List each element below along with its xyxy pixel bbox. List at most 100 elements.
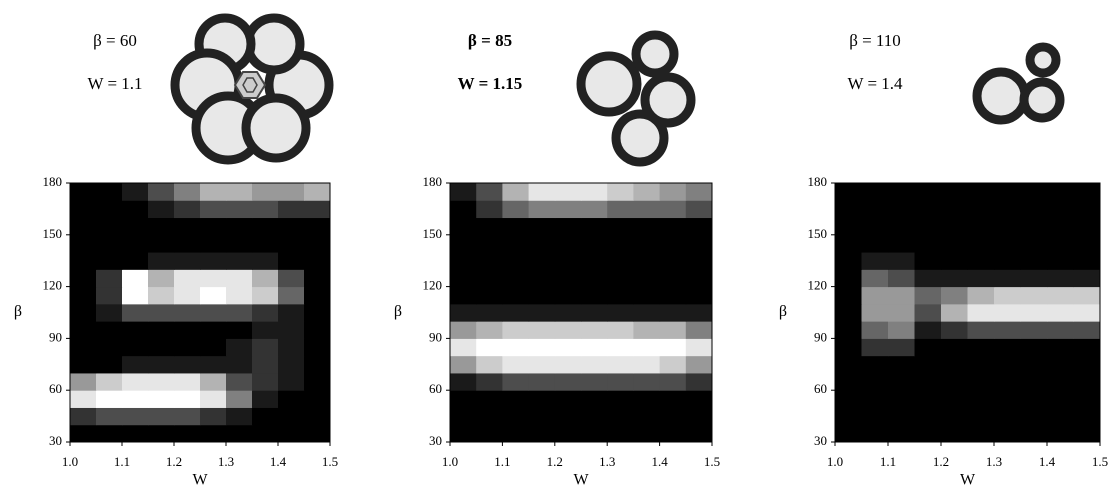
heatmap-cell [304,286,331,305]
heatmap-cell [835,407,862,426]
y-tick-label: 30 [429,433,442,448]
heatmap-cell [96,321,123,339]
heatmap-cell [659,217,687,236]
heatmap-cell [941,424,968,443]
heatmap-cell [96,407,123,426]
y-tick-label: 180 [43,174,63,189]
heatmap-cell [226,390,253,408]
heatmap-cell [967,269,995,288]
heatmap-cell [476,286,503,305]
heatmap-cell [1073,252,1101,270]
heatmap-cell [304,183,331,201]
heatmap-cell [1047,183,1074,201]
heatmap-cell [200,355,227,374]
heatmap-cell [581,338,608,357]
heatmap-cell [941,390,968,408]
heatmap-cell [1020,286,1048,305]
y-tick-label: 90 [814,329,827,344]
heatmap-cell [554,286,582,305]
heatmap-cell [581,286,608,305]
heatmap-cell [659,286,687,305]
heatmap-cell [607,424,634,443]
heatmap-cell [659,424,687,443]
heatmap-cell [1020,200,1048,219]
heatmap-cell [1047,321,1074,339]
y-tick-label: 180 [808,174,828,189]
heatmap-cell [174,407,201,426]
heatmap-cell [96,390,123,408]
heatmap-cell [174,200,201,219]
heatmap-cell [450,303,477,322]
heatmap-cell [633,390,661,408]
heatmap-cell [861,200,889,219]
heatmap-cell [502,321,530,339]
heatmap-cell [502,234,530,253]
heatmap-cell [581,303,608,322]
heatmap-cell [941,321,968,339]
heatmap-cell [994,200,1021,219]
heatmap-cell [122,303,149,322]
heatmap-cell [941,183,968,201]
heatmap-cell [200,390,227,408]
x-tick-label: 1.1 [880,454,896,469]
heatmap-cell [835,338,862,357]
heatmap-cell [633,321,661,339]
heatmap-cell [888,286,915,305]
cluster-diagram [972,42,1065,125]
x-tick-label: 1.0 [442,454,458,469]
heatmap-cell [1073,269,1101,288]
heatmap-cell [450,355,477,374]
heatmap-cell [685,338,713,357]
heatmap-cell [252,303,279,322]
heatmap-cell [994,269,1021,288]
heatmap-cell [554,269,582,288]
heatmap-cell [278,183,305,201]
heatmap-cell [554,355,582,374]
heatmap-cell [607,252,634,270]
heatmap-cell [888,372,915,391]
heatmap-cell [835,269,862,288]
heatmap-cell [835,252,862,270]
heatmap-cell [861,286,889,305]
heatmap-cell [148,252,175,270]
heatmap-cell [1073,390,1101,408]
heatmap-cell [1047,269,1074,288]
heatmap-cell [252,424,279,443]
heatmap-cell [581,372,608,391]
heatmap-cell [994,355,1021,374]
y-tick-label: 30 [814,433,827,448]
heatmap-cell [450,286,477,305]
heatmap-cell [252,355,279,374]
heatmap-cell [502,424,530,443]
heatmap-cell [122,338,149,357]
x-tick-label: 1.5 [1092,454,1108,469]
y-axis-label: β [779,303,787,320]
annotation: W = 1.4 [847,74,903,93]
heatmap-cell [96,286,123,305]
heatmap-cell [685,252,713,270]
heatmap-cell [607,183,634,201]
heatmap-cell [528,321,556,339]
x-tick-label: 1.2 [547,454,563,469]
heatmap-cell [70,200,97,219]
heatmap-cell [581,407,608,426]
heatmap-cell [994,424,1021,443]
heatmap-cell [888,269,915,288]
heatmap-cell [659,372,687,391]
heatmap-cell [1073,355,1101,374]
heatmap-cell [278,252,305,270]
heatmap-cell [967,355,995,374]
heatmap-cell [96,338,123,357]
heatmap-cell [1020,338,1048,357]
heatmap-cell [888,234,915,253]
heatmap-cell [304,269,331,288]
y-tick-label: 150 [808,226,828,241]
heatmap-cell [994,407,1021,426]
heatmap-cell [96,372,123,391]
heatmap-cell [888,303,915,322]
heatmap-cell [70,390,97,408]
heatmap-cell [502,355,530,374]
heatmap-cell [994,286,1021,305]
heatmap-cell [502,217,530,236]
